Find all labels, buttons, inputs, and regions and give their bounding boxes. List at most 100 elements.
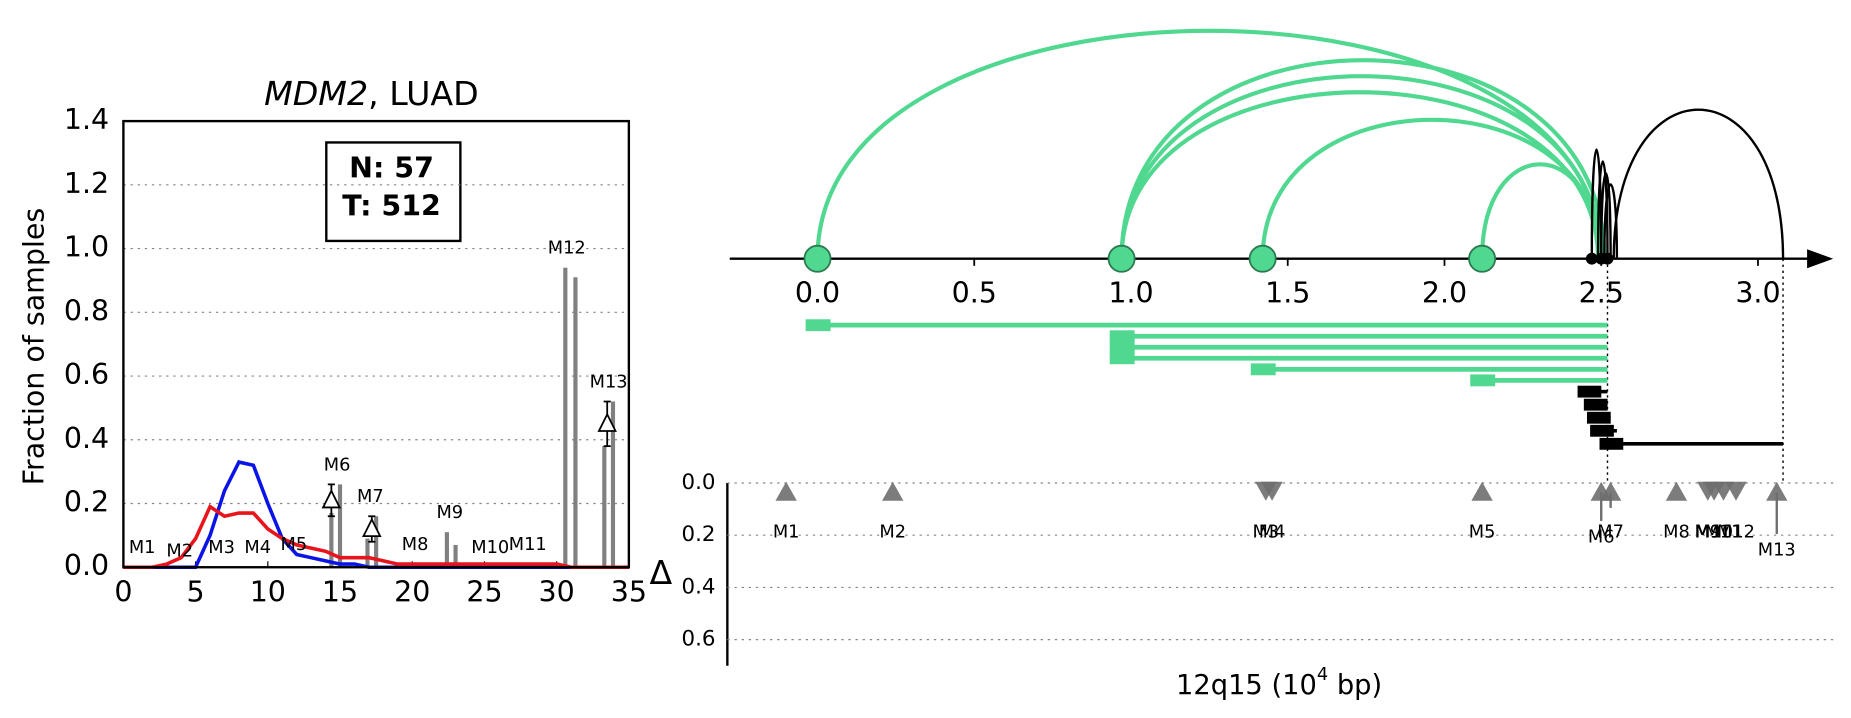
- bar: [610, 401, 616, 568]
- green-row-start: [1109, 341, 1135, 354]
- y-tick-label: 1.4: [64, 103, 109, 136]
- marker-label: M11: [1704, 522, 1742, 543]
- delta-marker: [597, 412, 617, 432]
- black-row-start: [1599, 437, 1624, 450]
- black-arc: [1612, 108, 1785, 259]
- green-row-start: [1470, 374, 1496, 387]
- region-label: M7: [357, 486, 384, 507]
- marker: [1261, 481, 1283, 501]
- region-label: M9: [436, 502, 463, 523]
- green-row-start: [1250, 363, 1276, 376]
- marker-label: M10: [1695, 522, 1733, 543]
- bar: [602, 446, 607, 568]
- x-tick-label: 20: [394, 575, 430, 608]
- annotation: T: 512: [342, 190, 441, 223]
- plot-frame: [122, 119, 631, 569]
- region-label: M13: [590, 371, 628, 392]
- marker-label: M13: [1758, 540, 1796, 561]
- marker-label: M8: [1663, 522, 1690, 543]
- y-tick-label: 0.4: [64, 422, 109, 455]
- bar: [374, 516, 379, 568]
- marker-label: M9: [1694, 522, 1721, 543]
- marker: [1725, 481, 1747, 501]
- bar: [444, 532, 449, 568]
- region-label: M8: [402, 534, 429, 555]
- green-node: [1468, 244, 1497, 273]
- x-tick-label: 1.0: [1108, 276, 1153, 309]
- annotation: N: 57: [349, 152, 434, 185]
- series-line: [123, 504, 629, 570]
- y-tick-label: 0.4: [682, 574, 716, 599]
- y-tick-label: 0.0: [64, 549, 109, 582]
- bar: [329, 513, 334, 568]
- x-axis-label: 12q15 (104 bp): [1176, 664, 1382, 700]
- y-tick-label: 0.6: [682, 627, 716, 652]
- title-rest: , LUAD: [368, 73, 479, 112]
- x-label-sup: 4: [1317, 664, 1328, 685]
- black-row-start: [1583, 398, 1608, 411]
- region-label: M4: [244, 537, 271, 558]
- marker-label: M5: [1469, 522, 1496, 543]
- green-arc: [1119, 74, 1604, 259]
- marker: [1665, 481, 1688, 501]
- y-axis-label: Δ: [650, 553, 673, 592]
- black-arc: [1596, 160, 1609, 259]
- black-row-start: [1590, 424, 1614, 437]
- black-row-start: [1586, 411, 1611, 424]
- green-arc: [1119, 58, 1607, 259]
- x-tick-label: 15: [322, 575, 358, 608]
- y-tick-label: 0.0: [682, 470, 716, 495]
- region-label: M10: [471, 537, 509, 558]
- green-row-start: [1109, 352, 1135, 365]
- y-axis-label: Fraction of samples: [18, 208, 51, 486]
- x-tick-label: 25: [466, 575, 502, 608]
- region-label: M12: [548, 238, 586, 259]
- y-tick-label: 1.2: [64, 167, 109, 200]
- marker-label: M7: [1597, 522, 1624, 543]
- black-row-start: [1577, 385, 1602, 398]
- region-label: M11: [509, 534, 547, 555]
- bar: [563, 267, 568, 568]
- bar: [573, 277, 578, 568]
- marker-label: M6: [1588, 527, 1615, 548]
- x-tick-label: 3.0: [1735, 276, 1780, 309]
- x-label-part: bp): [1328, 669, 1382, 700]
- region-label: M5: [280, 534, 307, 555]
- green-node: [1107, 244, 1136, 273]
- marker-label: M2: [879, 522, 906, 543]
- marker-label: M3: [1252, 522, 1279, 543]
- black-node: [1585, 252, 1598, 265]
- black-arc: [1600, 172, 1612, 259]
- title-gene: MDM2: [264, 73, 368, 112]
- x-tick-label: 35: [611, 575, 647, 608]
- y-tick-label: 0.2: [64, 486, 109, 519]
- delta-marker: [321, 488, 342, 509]
- region-label: M3: [208, 537, 235, 558]
- y-tick-label: 0.8: [64, 294, 109, 327]
- x-label-part: 12q15 (10: [1176, 669, 1317, 700]
- marker: [1766, 481, 1788, 501]
- green-row-start: [805, 319, 831, 332]
- marker: [775, 481, 797, 501]
- x-tick-label: 0: [114, 575, 132, 608]
- marker-label: M12: [1717, 522, 1755, 543]
- x-tick-label: 10: [250, 575, 286, 608]
- chart-title: MDM2, LUAD: [264, 73, 479, 112]
- region-label: M2: [166, 540, 193, 561]
- marker-label: M1: [773, 522, 800, 543]
- green-node: [803, 244, 832, 273]
- y-tick-label: 1.0: [64, 231, 109, 264]
- y-tick-label: 0.2: [682, 522, 716, 547]
- marker: [1471, 481, 1493, 501]
- axis-arrow: [1807, 249, 1834, 269]
- bar: [365, 538, 370, 568]
- x-tick-label: 0.5: [952, 276, 997, 309]
- x-tick-label: 2.5: [1579, 276, 1624, 309]
- bar: [453, 544, 458, 568]
- delta-marker: [362, 517, 382, 538]
- bar: [337, 484, 343, 568]
- x-tick-label: 5: [187, 575, 205, 608]
- marker-label: M4: [1259, 522, 1286, 543]
- black-node: [1601, 252, 1614, 265]
